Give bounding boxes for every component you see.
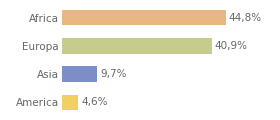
Text: 40,9%: 40,9%: [214, 41, 248, 51]
Text: 4,6%: 4,6%: [81, 97, 108, 107]
Text: 9,7%: 9,7%: [100, 69, 127, 79]
Bar: [62, 38, 212, 54]
Bar: [62, 10, 226, 25]
Bar: [62, 95, 78, 110]
Text: 44,8%: 44,8%: [229, 13, 262, 23]
Bar: [62, 66, 97, 82]
